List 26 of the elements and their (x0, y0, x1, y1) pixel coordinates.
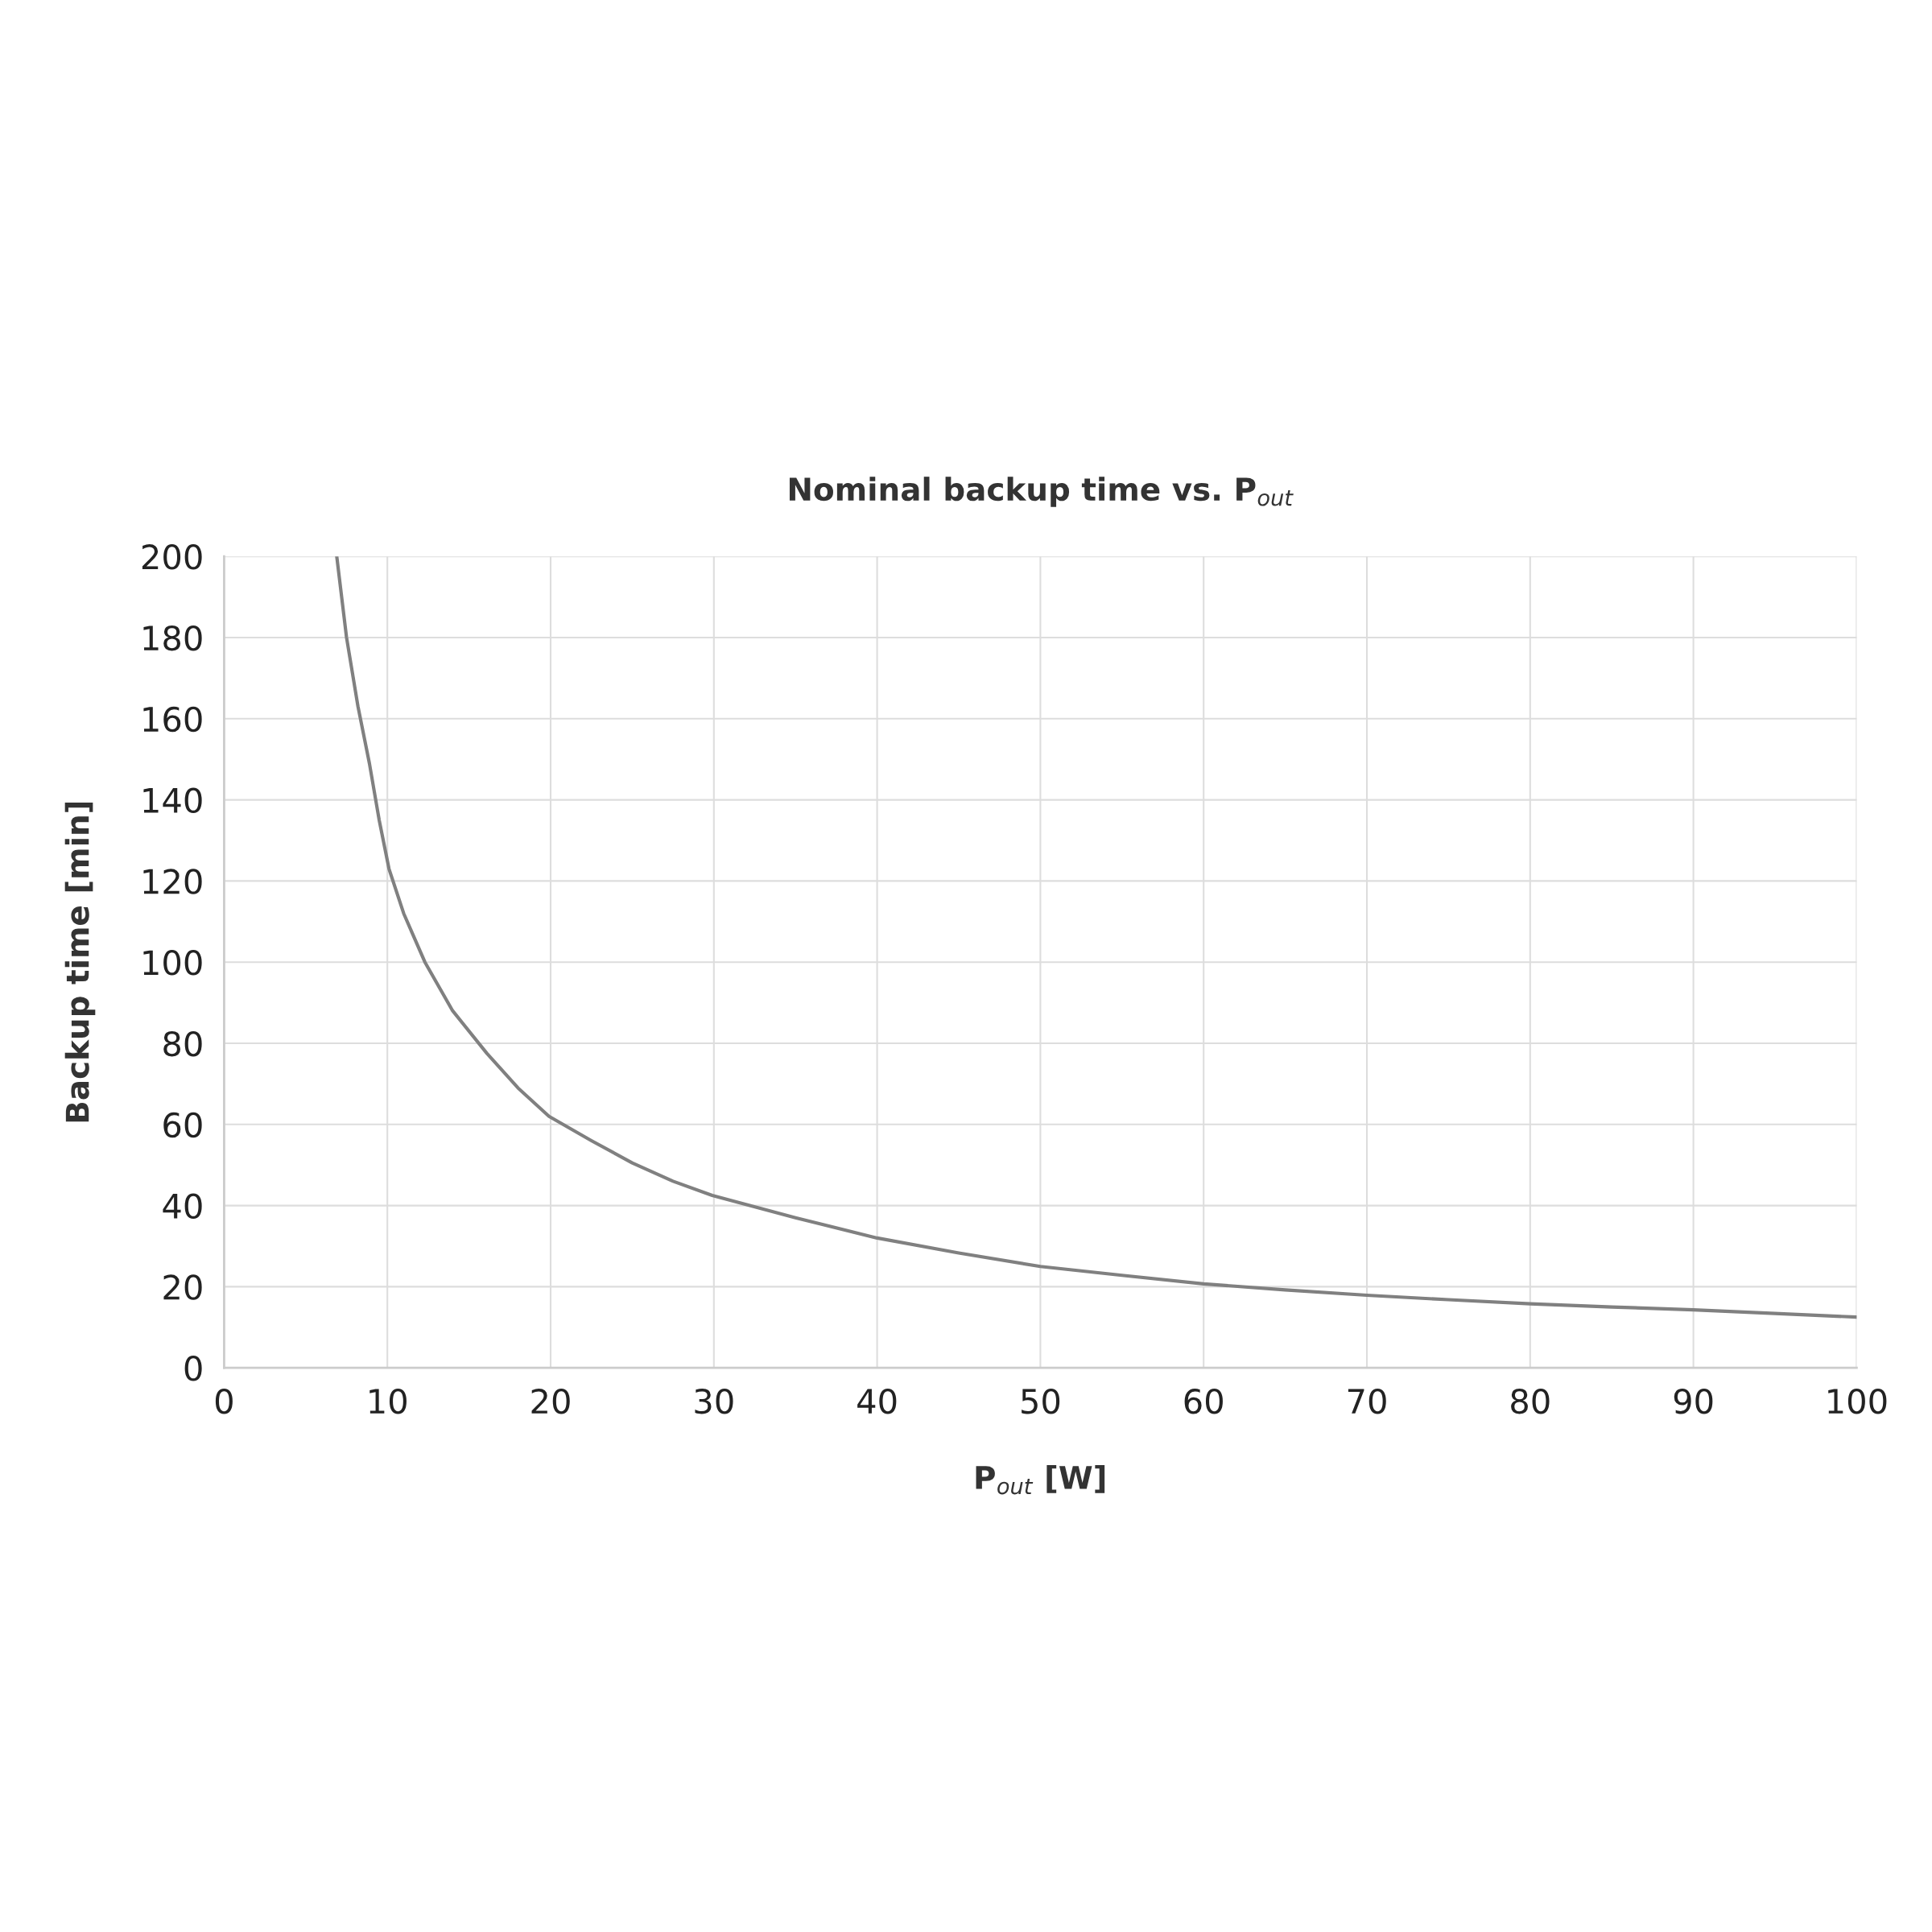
y-axis-title: Backup time [min] (64, 802, 96, 1122)
x-tick-label: 100 (1828, 1388, 1887, 1414)
y-tick-label: 40 (163, 1193, 202, 1220)
x-tick-label: 50 (1022, 1388, 1060, 1414)
x-tick-label: 40 (857, 1388, 897, 1414)
x-tick-label: 20 (531, 1388, 570, 1414)
y-tick-label: 180 (143, 625, 202, 651)
y-tick-label: 0 (184, 1356, 202, 1381)
line-series (335, 556, 1857, 1319)
y-tick-label: 120 (143, 869, 202, 894)
y-tick-label: 100 (143, 950, 202, 976)
x-tick-label: 90 (1674, 1388, 1713, 1414)
y-tick-label: 200 (142, 544, 202, 570)
y-tick-label: 140 (143, 787, 202, 814)
x-tick-label: 10 (369, 1388, 407, 1414)
y-tick-label: 20 (163, 1274, 202, 1300)
y-tick-label: 60 (163, 1112, 202, 1138)
chart-title: Nominal backup time vs. P$_{out}$ (789, 477, 1294, 507)
x-tick-label: 0 (215, 1388, 233, 1414)
x-tick-label: 80 (1511, 1388, 1550, 1414)
x-tick-label: 70 (1348, 1388, 1386, 1414)
x-tick-label: 60 (1184, 1388, 1223, 1414)
x-axis-title: P$_{out}$ [W] (976, 1465, 1105, 1495)
y-tick-label: 160 (143, 706, 202, 733)
x-tick-label: 30 (695, 1388, 733, 1414)
y-tick-label: 80 (163, 1030, 202, 1057)
